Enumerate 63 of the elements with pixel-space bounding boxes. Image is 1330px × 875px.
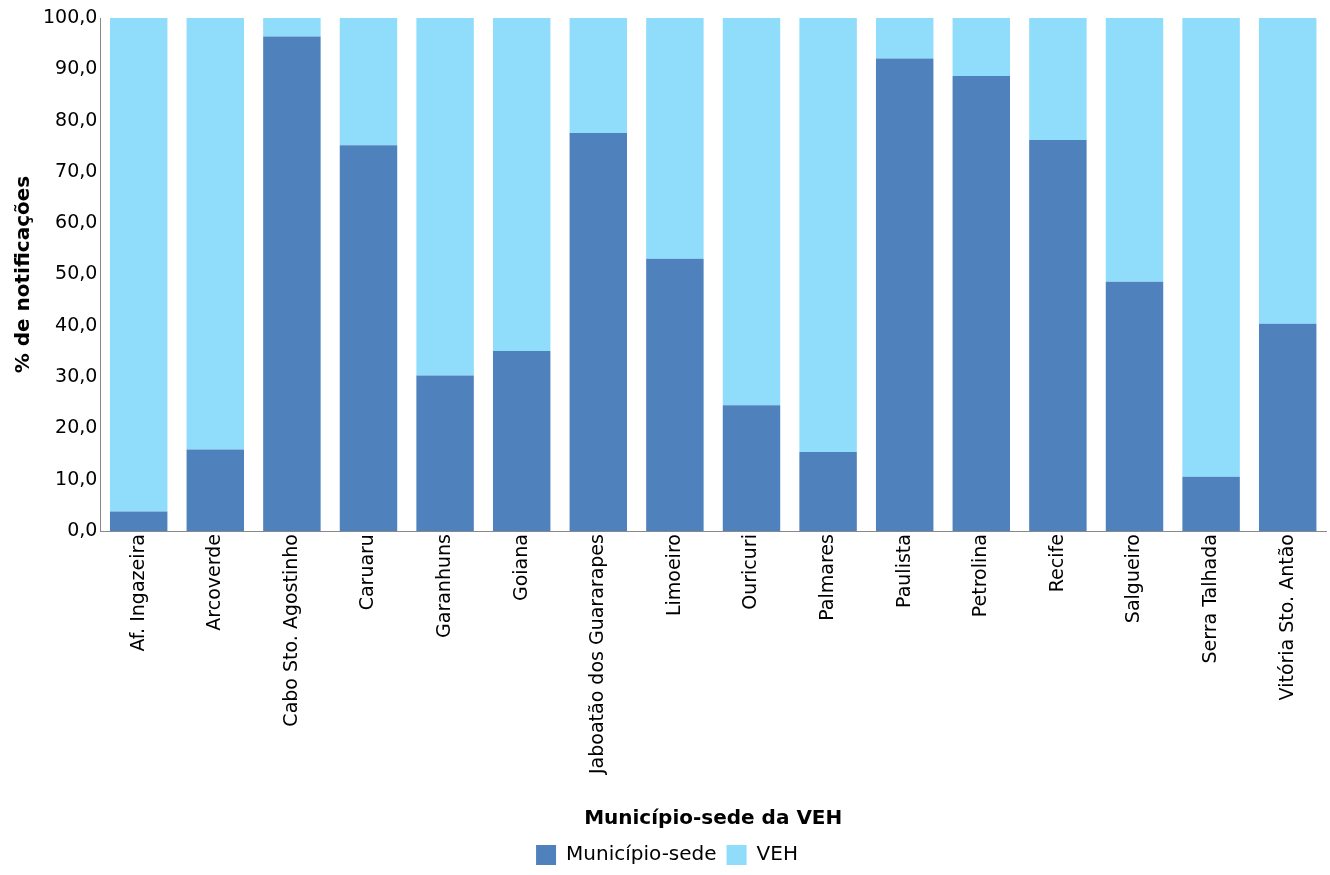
- bar: [875, 18, 934, 59]
- bar: [569, 18, 628, 133]
- x-tick-label: Caruaru: [355, 534, 378, 611]
- bar: [1182, 18, 1240, 477]
- bar: [875, 58, 934, 532]
- y-axis-title: % de notificações: [10, 175, 35, 374]
- x-tick-label: Af. Ingazeira: [125, 534, 148, 652]
- y-tick-label: 100,0: [42, 4, 98, 27]
- x-tick-label: Arcoverde: [202, 534, 225, 631]
- bar: [109, 18, 168, 512]
- x-tick-label: Garanhuns: [432, 534, 455, 638]
- legend-label: VEH: [756, 841, 798, 866]
- bar: [1258, 323, 1317, 532]
- bar: [799, 18, 857, 453]
- y-tick-label: 0,0: [67, 518, 98, 541]
- bar: [722, 18, 781, 406]
- bar: [186, 449, 245, 532]
- y-tick-label: 30,0: [55, 364, 98, 387]
- y-tick-label: 70,0: [55, 158, 98, 181]
- bar: [722, 405, 781, 532]
- x-tick-label: Vitória Sto. Antão: [1274, 534, 1297, 701]
- bar: [109, 511, 168, 532]
- bar: [952, 18, 1011, 76]
- x-tick-label: Cabo Sto. Agostinho: [278, 534, 301, 727]
- bar: [646, 18, 704, 259]
- y-tick-label: 20,0: [55, 415, 98, 438]
- y-tick-label: 40,0: [55, 312, 98, 335]
- bar: [1029, 18, 1087, 141]
- bar: [263, 18, 321, 37]
- bar: [569, 132, 628, 532]
- x-tick-label: Ouricuri: [738, 534, 761, 610]
- bar: [1105, 281, 1164, 532]
- x-tick-label: Palmares: [815, 534, 838, 621]
- legend-label: Município-sede: [566, 841, 717, 866]
- bar: [492, 18, 551, 351]
- x-tick-label: Limoeiro: [661, 534, 684, 617]
- bar: [263, 36, 321, 532]
- bar: [1105, 18, 1164, 282]
- bar: [186, 18, 245, 450]
- bar: [339, 145, 398, 532]
- y-tick-label: 50,0: [55, 261, 98, 284]
- x-tick-label: Petrolina: [968, 534, 991, 618]
- bar: [416, 18, 474, 376]
- x-tick-label: Salgueiro: [1121, 534, 1144, 624]
- x-tick-label: Serra Talhada: [1198, 534, 1221, 664]
- bar: [339, 18, 398, 146]
- bar: [416, 375, 474, 532]
- x-tick-label: Paulista: [891, 534, 914, 608]
- x-tick-label: Recife: [1044, 534, 1067, 593]
- bar: [1182, 476, 1240, 532]
- x-tick-label: Goiana: [508, 534, 531, 602]
- y-tick-label: 80,0: [55, 107, 98, 130]
- bar: [492, 350, 551, 532]
- x-axis-title: Município-sede da VEH: [584, 805, 843, 830]
- y-tick-label: 60,0: [55, 210, 98, 233]
- bar: [799, 452, 857, 532]
- y-tick-label: 10,0: [55, 466, 98, 489]
- y-tick-label: 90,0: [55, 56, 98, 79]
- bar: [1029, 140, 1087, 532]
- bar: [1258, 18, 1317, 324]
- bar: [952, 75, 1011, 532]
- bar: [646, 258, 704, 532]
- x-tick-label: Jaboatão dos Guararapes: [585, 534, 608, 775]
